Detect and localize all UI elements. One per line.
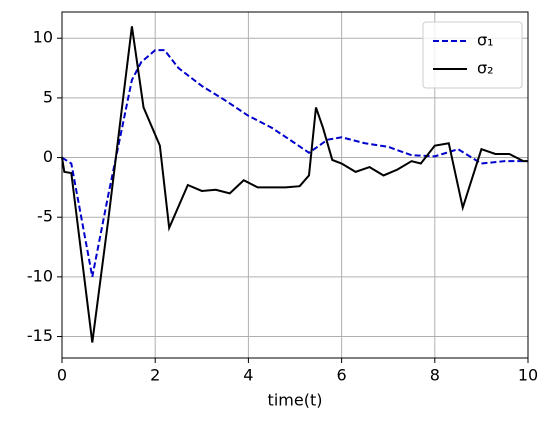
y-tick-label: 5: [43, 87, 53, 106]
x-axis-label: time(t): [268, 391, 323, 410]
x-tick-label: 2: [150, 366, 160, 385]
plot-frame: [61, 11, 529, 359]
x-tick-label: 6: [337, 366, 347, 385]
legend-label: σ₁: [477, 31, 494, 50]
x-tick-label: 0: [57, 366, 67, 385]
x-tick-label: 10: [518, 366, 538, 385]
series-line: [61, 49, 528, 278]
y-tick-label: 0: [43, 147, 53, 166]
x-tick-label: 8: [430, 366, 440, 385]
series-line: [61, 26, 528, 343]
y-tick-label: -15: [27, 326, 53, 345]
y-tick-label: 10: [33, 28, 53, 47]
legend-label: σ₂: [477, 59, 494, 78]
x-tick-label: 4: [243, 366, 253, 385]
y-tick-label: -10: [27, 266, 53, 285]
y-tick-label: -5: [37, 207, 53, 226]
legend-box: [422, 21, 523, 89]
